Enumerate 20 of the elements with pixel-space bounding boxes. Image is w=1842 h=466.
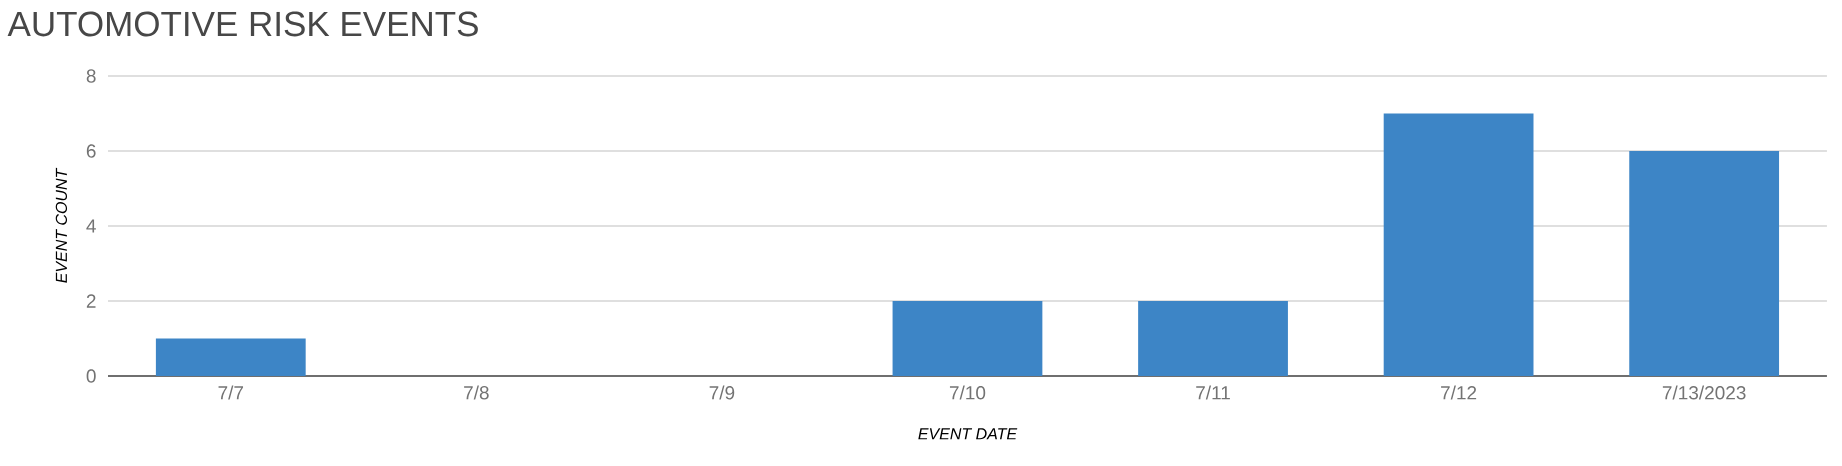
y-tick-label: 8 [86,69,96,83]
x-tick-label: 7/8 [464,385,489,400]
x-tick-label: 7/7 [218,385,244,400]
y-tick-label: 4 [86,219,96,233]
bar [1629,151,1780,376]
chart-title: AUTOMOTIVE RISK EVENTS [7,11,478,37]
y-axis-title: EVENT COUNT [55,167,68,283]
y-tick-label: 2 [86,294,96,308]
x-tick-label: 7/10 [949,385,986,400]
bar [155,338,306,376]
y-tick-label: 6 [86,144,96,158]
x-tick-label: 7/13/2023 [1662,385,1746,400]
bar [1138,301,1288,376]
bar [892,301,1043,376]
x-tick-label: 7/9 [709,385,735,400]
y-tick-label: 0 [86,369,96,383]
x-tick-label: 7/11 [1196,385,1230,400]
x-axis-title: EVENT DATE [918,428,1018,440]
bar [1383,113,1534,376]
x-tick-label: 7/12 [1441,385,1477,400]
